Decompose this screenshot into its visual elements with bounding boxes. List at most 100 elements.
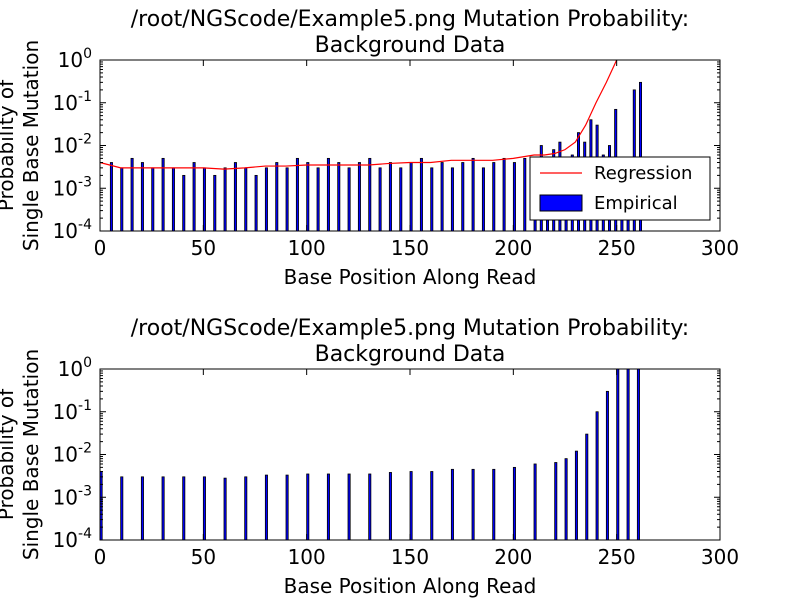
bar bbox=[481, 167, 485, 232]
bar bbox=[347, 167, 351, 232]
y-axis-label-line1: Probability of bbox=[0, 79, 18, 211]
x-tick-label: 150 bbox=[391, 236, 429, 260]
y-tick-label: 10-1 bbox=[53, 89, 92, 115]
bar bbox=[409, 471, 413, 541]
y-tick-label: 10-3 bbox=[53, 174, 92, 200]
bar bbox=[564, 458, 568, 541]
bar bbox=[430, 167, 434, 232]
bar bbox=[182, 476, 186, 541]
y-tick-label: 10-3 bbox=[53, 483, 92, 509]
bar bbox=[523, 157, 527, 232]
bar bbox=[109, 162, 113, 232]
bar bbox=[347, 473, 351, 541]
bar bbox=[636, 368, 640, 541]
bar bbox=[264, 167, 268, 232]
x-tick-label: 200 bbox=[494, 545, 532, 569]
bar bbox=[326, 157, 330, 232]
bar bbox=[430, 471, 434, 541]
bar bbox=[285, 167, 289, 232]
bar bbox=[450, 167, 454, 232]
x-tick-label: 250 bbox=[598, 545, 636, 569]
x-tick-label: 300 bbox=[701, 236, 739, 260]
bar bbox=[140, 162, 144, 232]
x-tick-label: 0 bbox=[94, 545, 107, 569]
bar bbox=[161, 476, 165, 541]
bar bbox=[306, 162, 310, 232]
bar bbox=[388, 472, 392, 541]
bar bbox=[605, 390, 609, 541]
bar bbox=[368, 473, 372, 541]
bar bbox=[388, 162, 392, 232]
bar bbox=[202, 167, 206, 232]
chart-title: /root/NGScode/Example5.png Mutation Prob… bbox=[131, 7, 689, 32]
x-tick-label: 50 bbox=[191, 545, 216, 569]
x-tick-label: 50 bbox=[191, 236, 216, 260]
bar bbox=[492, 162, 496, 232]
bar bbox=[285, 474, 289, 541]
y-axis-label-line2: Single Base Mutation bbox=[19, 349, 43, 560]
bar bbox=[337, 162, 341, 232]
bar bbox=[616, 368, 620, 541]
x-axis-label: Base Position Along Read bbox=[284, 574, 537, 598]
bar bbox=[512, 162, 516, 232]
bar bbox=[223, 167, 227, 232]
bar bbox=[182, 174, 186, 232]
x-axis-label: Base Position Along Read bbox=[284, 265, 537, 289]
bar bbox=[202, 476, 206, 541]
bar bbox=[440, 162, 444, 232]
bar bbox=[275, 162, 279, 232]
y-axis-label-line1: Probability of bbox=[0, 388, 18, 520]
legend-swatch-empirical bbox=[539, 194, 583, 212]
bar bbox=[233, 162, 237, 232]
bar bbox=[585, 433, 589, 541]
y-tick-label: 10-4 bbox=[53, 217, 93, 243]
bar bbox=[326, 473, 330, 541]
bar bbox=[626, 368, 630, 541]
legend-label: Empirical bbox=[594, 193, 678, 214]
chart-panel-2: /root/NGScode/Example5.png Mutation Prob… bbox=[0, 316, 739, 598]
bar bbox=[471, 468, 475, 541]
x-tick-label: 300 bbox=[701, 545, 739, 569]
regression-line bbox=[99, 59, 618, 170]
bar bbox=[244, 167, 248, 232]
bar bbox=[316, 167, 320, 232]
bar bbox=[502, 157, 506, 232]
bar bbox=[264, 474, 268, 541]
bar bbox=[461, 162, 465, 232]
bar bbox=[171, 167, 175, 232]
chart-subtitle: Background Data bbox=[315, 33, 506, 58]
bar bbox=[120, 167, 124, 232]
bar bbox=[471, 157, 475, 232]
bar bbox=[223, 477, 227, 541]
bar bbox=[244, 476, 248, 541]
bar bbox=[357, 162, 361, 232]
y-tick-label: 10-2 bbox=[53, 132, 92, 158]
bar bbox=[595, 411, 599, 541]
bar bbox=[409, 162, 413, 232]
y-tick-label: 100 bbox=[58, 46, 92, 72]
x-tick-label: 150 bbox=[391, 545, 429, 569]
bar bbox=[130, 157, 134, 232]
y-tick-label: 100 bbox=[58, 355, 92, 381]
bar bbox=[533, 463, 537, 541]
legend-label: Regression bbox=[594, 163, 692, 184]
bar bbox=[254, 174, 258, 232]
bar bbox=[192, 162, 196, 232]
bar bbox=[378, 167, 382, 232]
bar bbox=[213, 174, 217, 232]
x-tick-label: 250 bbox=[598, 236, 636, 260]
y-tick-label: 10-1 bbox=[53, 398, 92, 424]
x-tick-label: 100 bbox=[288, 236, 326, 260]
chart-title: /root/NGScode/Example5.png Mutation Prob… bbox=[131, 316, 689, 341]
bar bbox=[151, 167, 155, 232]
bar bbox=[554, 462, 558, 541]
bar-series bbox=[99, 368, 640, 541]
bar bbox=[450, 468, 454, 541]
bar bbox=[161, 157, 165, 232]
bar bbox=[140, 476, 144, 541]
bar bbox=[306, 473, 310, 541]
legend: Regression Empirical bbox=[529, 156, 711, 221]
x-tick-label: 200 bbox=[494, 236, 532, 260]
y-tick-label: 10-4 bbox=[53, 526, 93, 552]
